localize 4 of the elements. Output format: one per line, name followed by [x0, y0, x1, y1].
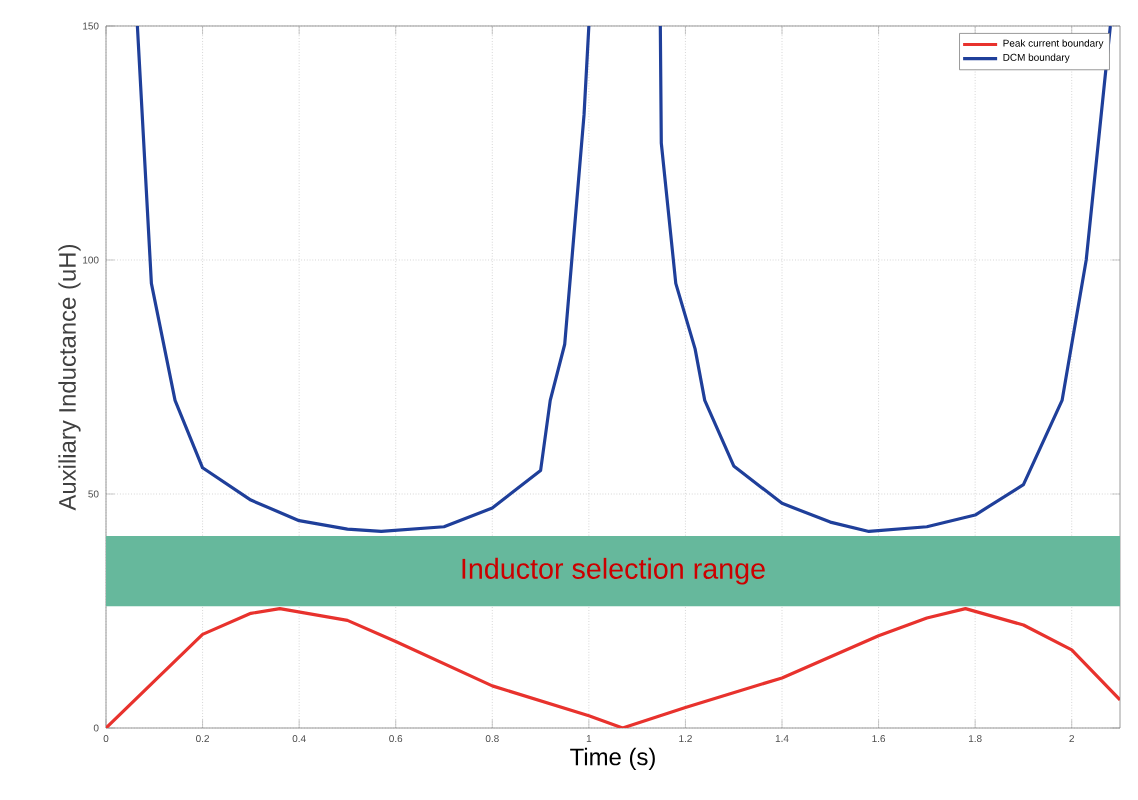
line-series: [106, 607, 1121, 728]
y-axis-title: Auxiliary Inductance (uH): [58, 244, 81, 511]
band-label: Inductor selection range: [462, 557, 765, 585]
x-axis-title: Time (s): [570, 747, 655, 771]
